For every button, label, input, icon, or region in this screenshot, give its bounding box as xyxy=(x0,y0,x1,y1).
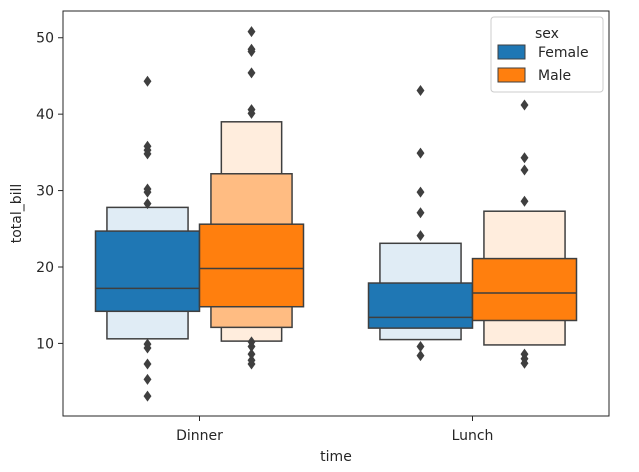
legend: sex Female Male xyxy=(490,16,604,93)
x-tick-label-lunch: Lunch xyxy=(452,428,494,444)
outlier-point-male-dinner xyxy=(247,43,256,55)
outlier-point-male-lunch xyxy=(520,348,529,360)
y-tick-label: 50 xyxy=(36,31,54,47)
plot-area xyxy=(94,26,578,402)
x-axis: Dinner Lunch xyxy=(176,416,493,444)
x-axis-label: time xyxy=(320,449,352,465)
outlier-point-male-lunch xyxy=(520,164,529,176)
outlier-point-male-dinner xyxy=(247,26,256,38)
outlier-point-male-lunch xyxy=(520,99,529,111)
outlier-point-female-dinner xyxy=(143,198,152,210)
axes-frame xyxy=(62,10,610,417)
outlier-point-male-dinner xyxy=(247,67,256,79)
outlier-point-female-lunch xyxy=(416,207,425,219)
outlier-point-male-dinner xyxy=(247,336,256,348)
outlier-point-male-dinner xyxy=(247,354,256,366)
outlier-point-male-dinner xyxy=(247,104,256,116)
boxen-level-female-dinner-1 xyxy=(94,230,201,313)
outlier-point-female-dinner xyxy=(143,358,152,370)
outlier-point-male-lunch xyxy=(520,195,529,207)
x-tick-label-dinner: Dinner xyxy=(176,428,223,444)
outlier-point-female-dinner xyxy=(143,373,152,385)
y-tick-label: 20 xyxy=(36,260,54,276)
outlier-point-female-lunch xyxy=(416,340,425,352)
outlier-point-female-lunch xyxy=(416,230,425,242)
outlier-point-female-lunch xyxy=(416,84,425,96)
y-axis: 10 20 30 40 50 xyxy=(36,31,63,352)
y-tick-label: 10 xyxy=(36,336,54,352)
legend-label-female: Female xyxy=(538,45,589,61)
outlier-point-female-lunch xyxy=(416,147,425,159)
outlier-point-female-dinner xyxy=(143,338,152,350)
legend-swatch-female xyxy=(497,44,526,60)
y-tick-label: 40 xyxy=(36,107,54,123)
boxen-level-male-dinner-1 xyxy=(198,223,305,308)
legend-swatch-male xyxy=(497,67,526,83)
outlier-point-female-dinner xyxy=(143,140,152,152)
y-tick-label: 30 xyxy=(36,184,54,200)
y-axis-label: total_bill xyxy=(9,184,25,244)
boxen-level-female-lunch-1 xyxy=(367,282,474,329)
outlier-point-female-dinner xyxy=(143,75,152,87)
outlier-point-female-dinner xyxy=(143,183,152,195)
legend-title: sex xyxy=(535,26,559,42)
legend-label-male: Male xyxy=(538,68,571,84)
boxen-level-male-lunch-1 xyxy=(471,257,578,322)
outlier-point-female-lunch xyxy=(416,350,425,362)
outlier-point-male-dinner xyxy=(247,348,256,360)
outlier-point-female-lunch xyxy=(416,186,425,198)
outlier-point-female-dinner xyxy=(143,390,152,402)
outlier-point-male-lunch xyxy=(520,152,529,164)
